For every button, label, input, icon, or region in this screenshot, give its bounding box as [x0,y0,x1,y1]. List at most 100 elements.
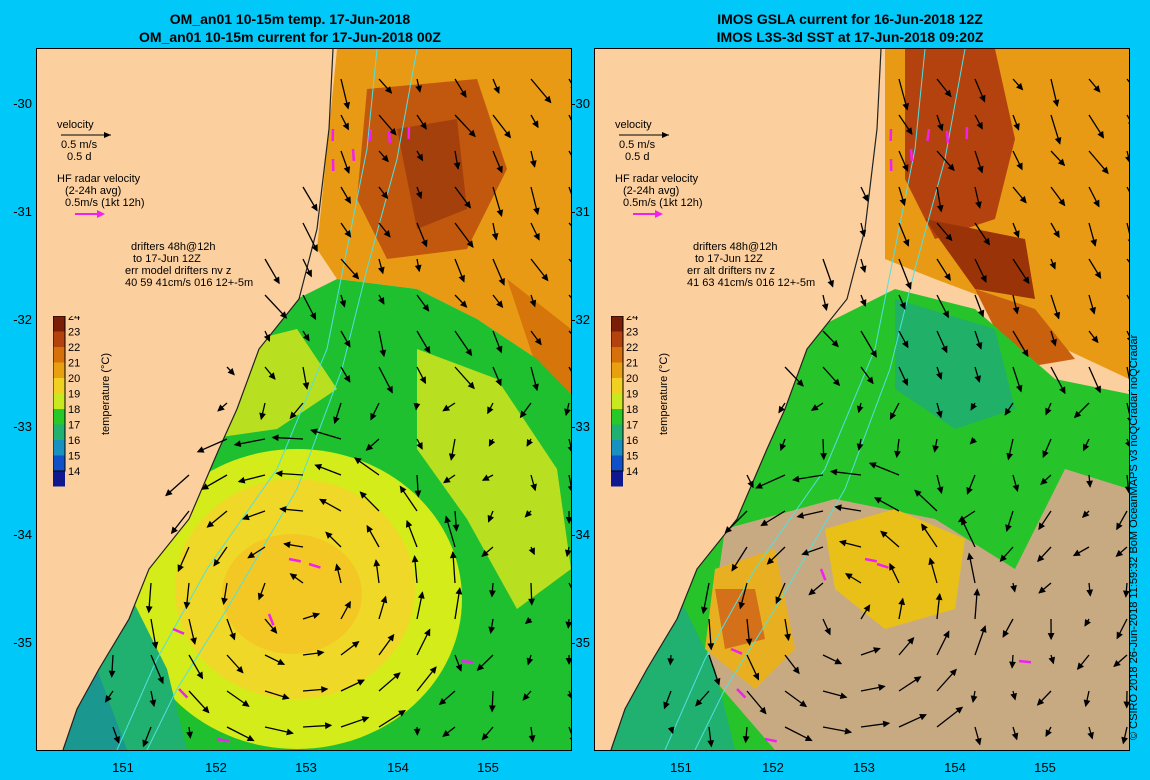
drifters-line3: err alt drifters nv z [687,265,776,277]
colorbar-tick-label: 15 [68,451,80,463]
current-vector-head [1049,261,1056,270]
current-vector-head [778,405,786,414]
left-title-line2: OM_an01 10-15m current for 17-Jun-2018 0… [139,29,441,45]
current-vector-head [487,514,494,523]
colorbar-swatch [53,393,65,409]
current-vector-head [799,700,808,708]
drifter-vector [876,562,889,569]
current-vector-head [808,588,816,596]
current-vector-head [827,279,834,288]
right-map-panel[interactable]: velocity 0.5 m/s 0.5 d HF radar velocity… [594,48,1130,751]
current-vector-head [113,736,120,744]
current-vector-head [498,277,505,286]
current-vector-head [1093,85,1101,93]
drifters-line2: to 17-Jun 12Z [695,253,763,265]
current-vector-head [1002,630,1009,638]
current-vector-head [870,350,877,358]
current-vector-head [343,101,351,110]
current-vector-head [405,519,413,528]
current-vector-head [1123,701,1129,709]
current-vector [568,438,571,450]
current-vector-head [1083,443,1090,452]
colorbar-tick-label: 20 [626,373,638,385]
lat-tick: -34 [13,527,32,542]
current-vector-head [902,239,910,247]
current-vector-head [302,382,310,390]
colorbar-tick-label: 22 [626,342,638,354]
current-vector-head [481,549,489,558]
current-vector-head [1015,384,1023,393]
current-vector-head [366,524,374,533]
current-vector-head [856,405,864,414]
colorbar-tick-label: 21 [68,358,80,370]
current-vector-head [393,672,401,680]
current-vector-head [529,160,537,168]
current-vector-head [1059,386,1066,395]
current-vector-head [1010,692,1017,701]
current-vector-head [937,123,944,132]
current-vector-head [421,239,428,248]
current-vector-head [1093,199,1100,208]
left-colorbar: 24 23 22 21 20 19 18 17 16 15 14 temperature (°C) [52,311,123,493]
current-vector-head [1004,407,1012,416]
current-vector-head [707,740,715,748]
current-vector-head [452,524,460,532]
current-vector-head [419,376,426,385]
colorbar-tick-label: 23 [626,327,638,339]
current-vector-head [458,274,465,283]
current-vector-head [936,204,944,213]
hf-radar-title: HF radar velocity [57,173,141,185]
left-velocity-legend: velocity 0.5 m/s 0.5 d HF radar velocity… [57,119,144,219]
current-vector-head [361,716,370,723]
current-vector-head [413,728,421,736]
current-vector-head [416,153,424,162]
colorbar-swatch [53,331,65,347]
current-vector-head [1009,661,1016,669]
velocity-time: 0.5 d [67,151,92,163]
current-vector-head [324,722,333,730]
colorbar-swatch [53,316,65,332]
current-vector-head [942,310,949,319]
current-vector-head [755,482,763,489]
current-vector-head [544,95,552,104]
current-vector-head [1012,306,1020,315]
lat-tick: -34 [571,527,590,542]
current-vector-head [373,559,381,567]
current-vector-head [801,549,810,556]
lat-tick: -32 [13,312,32,327]
colorbar-swatch [53,471,65,487]
drifters-line3: err model drifters nv z [125,265,232,277]
current-vector-head [838,539,847,547]
current-vector-head [980,625,987,633]
current-vector-head [414,490,422,498]
current-vector [1126,222,1129,234]
hf-radar-avg: (2-24h avg) [65,185,122,197]
current-vector-head [488,626,496,634]
colorbar-tick-label: 24 [68,316,80,323]
current-vector-head [834,658,843,665]
current-vector-head [1042,450,1049,459]
current-vector-head [564,408,571,417]
lon-tick: 153 [853,760,875,775]
lon-tick: 152 [205,760,227,775]
drifter-vector [736,688,747,699]
lat-tick: -31 [571,204,590,219]
current-vector-head [108,670,116,678]
current-vector-head [311,244,318,253]
drifter-vector [945,130,950,144]
velocity-scale: 0.5 m/s [619,139,656,151]
current-vector-head [309,312,317,321]
current-vector-head [465,348,473,357]
right-map-canvas [595,49,1129,750]
colorbar-tick-label: 17 [68,420,80,432]
current-vector [568,582,571,589]
current-vector-head [383,229,391,238]
current-vector-head [941,345,948,354]
current-vector-head [488,705,496,713]
current-vector [568,186,571,195]
left-map-panel[interactable]: velocity 0.5 m/s 0.5 d HF radar velocity… [36,48,572,751]
current-vector-head [217,404,225,412]
current-vector-head [344,196,351,205]
current-vector-head [707,643,715,651]
current-vector-head [241,700,250,707]
